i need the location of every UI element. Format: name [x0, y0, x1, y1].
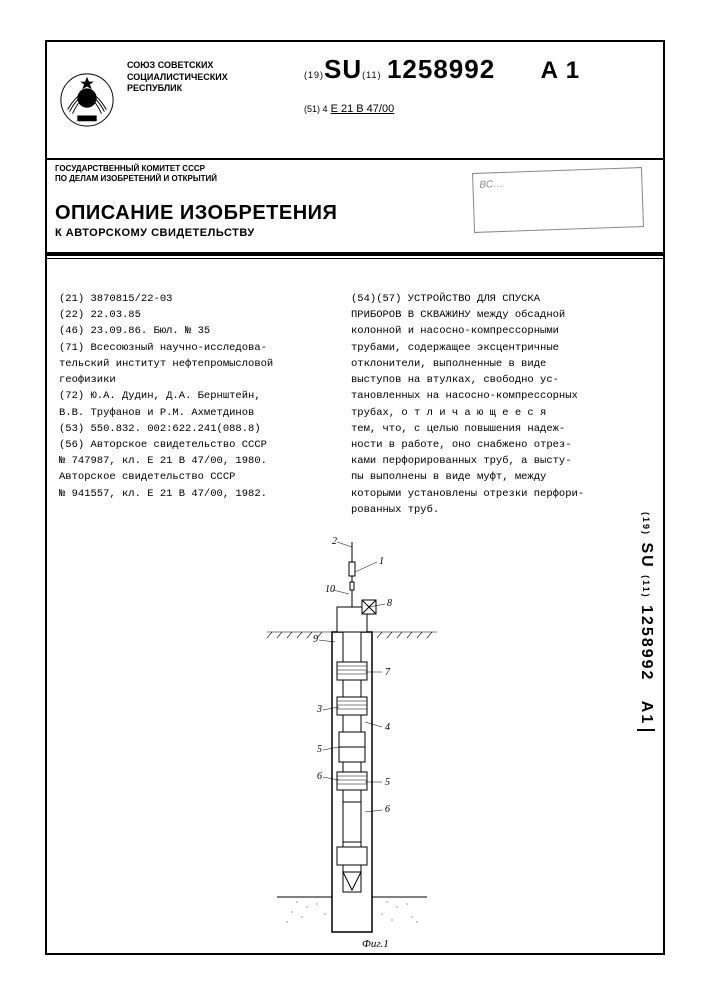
abstract-line: трубах, о т л и ч а ю щ е е с я: [351, 406, 619, 421]
patent-page: СОЮЗ СОВЕТСКИХ СОЦИАЛИСТИЧЕСКИХ РЕСПУБЛИ…: [45, 40, 665, 955]
abstract-line: колонной и насосно-компрессорными: [351, 324, 619, 339]
svg-text:3: 3: [316, 704, 322, 715]
union-text: СОЮЗ СОВЕТСКИХ СОЦИАЛИСТИЧЕСКИХ РЕСПУБЛИ…: [127, 42, 292, 158]
doc-subtitle: К АВТОРСКОМУ СВИДЕТЕЛЬСТВУ: [55, 227, 355, 239]
abstract-line: которыми установлены отрезки перфори-: [351, 487, 619, 502]
union-line: СОЮЗ СОВЕТСКИХ: [127, 60, 288, 72]
stamp-box: ВС…: [472, 167, 644, 233]
biblio-line: № 941557, кл. E 21 B 47/00, 1982.: [59, 487, 327, 502]
biblio-line: В.В. Труфанов и Р.М. Ахметдинов: [59, 406, 327, 421]
committee-text: ГОСУДАРСТВЕННЫЙ КОМИТЕТ СССР ПО ДЕЛАМ ИЗ…: [55, 164, 275, 183]
biblio-line: (71) Всесоюзный научно-исследова-: [59, 341, 327, 356]
cls-prefix: (51) 4: [304, 104, 328, 114]
divider-thin: [47, 258, 663, 259]
svg-text:5: 5: [317, 744, 322, 755]
biblio-line: геофизики: [59, 373, 327, 388]
abstract-line: ками перфорированных труб, а высту-: [351, 454, 619, 469]
abstract-line: тановленных на насосно-компрессорных: [351, 389, 619, 404]
doc-title: ОПИСАНИЕ ИЗОБРЕТЕНИЯ: [55, 202, 355, 225]
svg-text:2: 2: [332, 536, 337, 547]
divider-thick: [47, 252, 663, 256]
side-19: (19): [641, 512, 651, 536]
doc-number: 1258992: [387, 54, 495, 84]
kind-code: A 1: [541, 57, 580, 84]
biblio-line: (21) 3870815/22-03: [59, 292, 327, 307]
side-number: 1258992: [638, 605, 655, 681]
right-column: (54)(57) УСТРОЙСТВО ДЛЯ СПУСКАПРИБОРОВ В…: [351, 292, 619, 519]
committee-line: ПО ДЕЛАМ ИЗОБРЕТЕНИЙ И ОТКРЫТИЙ: [55, 174, 275, 184]
title-block: ОПИСАНИЕ ИЗОБРЕТЕНИЯ К АВТОРСКОМУ СВИДЕТ…: [55, 202, 355, 239]
biblio-line: (56) Авторское свидетельство СССР: [59, 438, 327, 453]
classification: (51) 4 E 21 B 47/00: [304, 103, 655, 115]
biblio-line: Авторское свидетельство СССР: [59, 470, 327, 485]
biblio-line: (53) 550.832. 002:622.241(088.8): [59, 422, 327, 437]
side-11: (11): [641, 575, 651, 599]
biblio-line: тельский институт нефтепромысловой: [59, 357, 327, 372]
svg-text:9: 9: [313, 634, 318, 645]
prefix-11: (11): [362, 70, 381, 80]
svg-text:4: 4: [385, 722, 390, 733]
abstract-line: отклонители, выполненные в виде: [351, 357, 619, 372]
left-column: (21) 3870815/22-03(22) 22.03.85(46) 23.0…: [59, 292, 327, 519]
abstract-line: ности в работе, оно снабжено отрез-: [351, 438, 619, 453]
abstract-line: трубами, содержащее эксцентричные: [351, 341, 619, 356]
biblio-line: (46) 23.09.86. Бюл. № 35: [59, 324, 327, 339]
country-code: SU: [324, 54, 362, 84]
abstract-line: выступов на втулках, свободно ус-: [351, 373, 619, 388]
patent-number: (19)SU(11) 1258992 A 1: [304, 54, 655, 85]
patent-number-box: (19)SU(11) 1258992 A 1 (51) 4 E 21 B 47/…: [292, 42, 663, 158]
svg-text:Фиг.1: Фиг.1: [362, 938, 389, 950]
abstract-line: пы выполнены в виде муфт, между: [351, 470, 619, 485]
cls-code: E 21 B 47/00: [331, 103, 395, 115]
stamp-text: ВС…: [479, 179, 503, 191]
side-patent-code: (19) SU (11) 1258992 A1: [637, 512, 655, 731]
svg-text:6: 6: [317, 771, 322, 782]
side-kind: A1: [638, 701, 655, 725]
abstract-line: (54)(57) УСТРОЙСТВО ДЛЯ СПУСКА: [351, 292, 619, 307]
svg-text:5: 5: [385, 777, 390, 788]
abstract-line: тем, что, с целью повышения надеж-: [351, 422, 619, 437]
figure-1: 2 1 10 8 9 7 3 4 5 5 6 6 Фиг.1: [237, 532, 467, 952]
svg-text:1: 1: [379, 556, 384, 567]
emblem-box: [47, 42, 127, 158]
union-line: СОЦИАЛИСТИЧЕСКИХ: [127, 72, 288, 84]
union-line: РЕСПУБЛИК: [127, 83, 288, 95]
header-row: СОЮЗ СОВЕТСКИХ СОЦИАЛИСТИЧЕСКИХ РЕСПУБЛИ…: [47, 42, 663, 160]
prefix-19: (19): [304, 70, 324, 80]
abstract-line: рованных труб.: [351, 503, 619, 518]
svg-text:7: 7: [385, 667, 391, 678]
biblio-line: № 747987, кл. E 21 B 47/00, 1980.: [59, 454, 327, 469]
biblio-line: (72) Ю.А. Дудин, Д.А. Бернштейн,: [59, 389, 327, 404]
committee-line: ГОСУДАРСТВЕННЫЙ КОМИТЕТ СССР: [55, 164, 275, 174]
side-su: SU: [638, 542, 655, 568]
biblio-line: (22) 22.03.85: [59, 308, 327, 323]
abstract-line: ПРИБОРОВ В СКВАЖИНУ между обсадной: [351, 308, 619, 323]
svg-text:6: 6: [385, 804, 390, 815]
ussr-emblem-icon: [58, 71, 116, 129]
svg-text:10: 10: [325, 584, 335, 595]
svg-text:8: 8: [387, 598, 392, 609]
biblio-columns: (21) 3870815/22-03(22) 22.03.85(46) 23.0…: [59, 292, 619, 519]
